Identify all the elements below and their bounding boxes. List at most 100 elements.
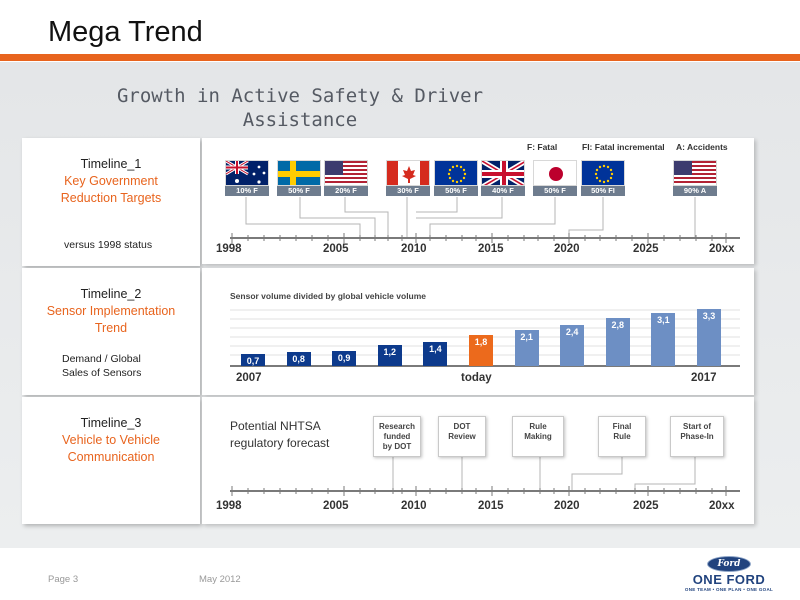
bar-value-label: 0,8: [292, 354, 305, 365]
bar-value-label: 0,7: [246, 355, 260, 366]
milestone-research-line-3: by DOT: [382, 442, 412, 451]
timeline-3-label: Timeline_3: [80, 416, 142, 430]
flag-japan: 50% F: [533, 160, 577, 196]
flag-usa-2-value: 90% A: [673, 186, 717, 196]
ford-logo-icon: Ford: [707, 556, 751, 572]
timeline-1-subtitle-line-1: Key Government: [64, 174, 158, 188]
bar-2017: 3,3: [697, 309, 721, 366]
sweden-flag-icon: [278, 161, 320, 185]
targets-tick-2005: 2005: [323, 243, 349, 255]
slide-title: Mega Trend: [48, 16, 203, 48]
targets-tick-2020: 2020: [554, 243, 580, 255]
milestone-rule-making-line-2: Making: [524, 432, 552, 441]
milestone-dot-review-line-2: Review: [448, 432, 476, 441]
flag-australia-value: 10% F: [225, 186, 269, 196]
timeline-1-note: versus 1998 status: [64, 239, 153, 251]
bar-2013: 2,1: [514, 329, 539, 366]
flag-australia: 10% F: [225, 160, 269, 196]
timeline-2-label: Timeline_2: [80, 287, 142, 301]
subtitle-line-1: Growth in Active Safety & Driver: [116, 85, 484, 107]
milestone-phase-in-line-2: Phase-In: [680, 432, 714, 441]
bar-value-label: 3,1: [657, 314, 670, 325]
legend-fatal: F: Fatal: [527, 142, 558, 152]
flag-usa: 20% F: [324, 160, 368, 196]
nhtsa-tick-2005: 2005: [323, 500, 349, 512]
milestone-final-rule-line-2: Rule: [613, 432, 631, 441]
bar-value-label: 2,4: [565, 326, 579, 337]
chart-axis-label-today: today: [461, 372, 492, 384]
targets-tick-2015: 2015: [478, 243, 504, 255]
eu-flag-icon: [594, 164, 614, 184]
nhtsa-tick-1998: 1998: [216, 500, 242, 512]
milestone-final-rule-line-1: Final: [612, 422, 632, 431]
bar-value-label: 1,2: [383, 347, 397, 358]
flag-canada-value: 30% F: [386, 186, 430, 196]
flag-sweden: 50% F: [277, 160, 321, 196]
subtitle-line-2: Assistance: [242, 109, 358, 131]
flag-uk-value: 40% F: [481, 186, 525, 196]
milestone-research-line-1: Research: [378, 422, 416, 431]
bar-value-label: 1,8: [474, 337, 488, 347]
timeline-2-note-line-2: Sales of Sensors: [62, 367, 142, 379]
milestone-research: Research funded by DOT: [373, 416, 421, 457]
bar-2008: 0,8: [286, 352, 311, 366]
timeline-2-note-line-1: Demand / Global: [62, 353, 141, 365]
flag-sweden-value: 50% F: [277, 186, 321, 196]
milestone-dot-review: DOT Review: [438, 416, 486, 457]
bar-value-label: 2,1: [520, 331, 533, 342]
milestone-phase-in: Start of Phase-In: [670, 416, 724, 457]
bar-2015: 2,8: [605, 317, 630, 366]
flag-eu-value: 50% F: [434, 186, 478, 196]
flag-uk: 40% F: [481, 160, 525, 196]
bar-2014: 2,4: [560, 324, 585, 366]
uk-flag-icon: [482, 161, 524, 185]
bar-2007: 0,7: [241, 353, 265, 366]
bar-value-label: 2,8: [611, 319, 625, 330]
japan-flag-icon: [549, 167, 563, 181]
targets-tick-2010: 2010: [401, 243, 427, 255]
slide-subtitle: Growth in Active Safety & Driver Assista…: [20, 84, 580, 132]
timeline-2-card: Timeline_2 Sensor Implementation Trend D…: [22, 268, 200, 395]
targets-tick-20xx: 20xx: [709, 243, 735, 255]
timeline-2-subtitle-line-1: Sensor Implementation: [46, 304, 176, 318]
australia-flag-icon: [226, 161, 266, 184]
timeline-1-subtitle-line-2: Reduction Targets: [60, 191, 162, 205]
one-ford-wordmark: ONE FORD: [692, 572, 766, 587]
nhtsa-tick-2015: 2015: [478, 500, 504, 512]
flag-eu-2-value: 50% FI: [581, 186, 625, 196]
nhtsa-title-line-2: regulatory forecast: [230, 436, 330, 450]
usa-flag-icon: [674, 161, 716, 183]
milestone-final-rule: Final Rule: [598, 416, 646, 457]
chart-axis-label-start: 2007: [236, 372, 262, 384]
footer-page-number: Page 3: [48, 574, 79, 585]
canada-flag-icon: [387, 161, 429, 185]
footer-date: May 2012: [199, 574, 241, 585]
timeline-3-subtitle-line-1: Vehicle to Vehicle: [62, 433, 160, 447]
flag-canada: 30% F: [386, 160, 430, 196]
timeline-1-card: Timeline_1 Key Government Reduction Targ…: [22, 138, 200, 266]
bar-2011: 1,4: [423, 341, 448, 366]
targets-tick-2025: 2025: [633, 243, 659, 255]
legend-fatal-incremental: FI: Fatal incremental: [582, 142, 665, 152]
nhtsa-title: Potential NHTSA regulatory forecast: [230, 418, 329, 452]
bar-value-label: 1,4: [429, 343, 442, 354]
nhtsa-tick-2025: 2025: [633, 500, 659, 512]
milestone-rule-making-line-1: Rule: [529, 422, 547, 431]
timeline-2-subtitle-line-2: Trend: [94, 321, 128, 335]
milestone-rule-making: Rule Making: [512, 416, 564, 457]
milestone-dot-review-line-1: DOT: [453, 422, 471, 431]
flag-usa-value: 20% F: [324, 186, 368, 196]
flag-usa-2: 90% A: [673, 160, 717, 196]
eu-flag-icon: [447, 164, 467, 184]
bar-2010: 1,2: [377, 345, 402, 366]
flag-eu: 50% F: [434, 160, 478, 196]
chart-axis-label-end: 2017: [691, 372, 717, 384]
usa-flag-icon: [325, 161, 367, 183]
nhtsa-tick-20xx: 20xx: [709, 500, 735, 512]
timeline-3-card: Timeline_3 Vehicle to Vehicle Communicat…: [22, 397, 200, 524]
timeline-1-label: Timeline_1: [80, 157, 142, 171]
timeline-3-subtitle-line-2: Communication: [67, 450, 155, 464]
nhtsa-title-line-1: Potential NHTSA: [230, 419, 321, 433]
bar-2016: 3,1: [651, 312, 676, 366]
one-ford-tagline: ONE TEAM • ONE PLAN • ONE GOAL: [684, 587, 774, 592]
